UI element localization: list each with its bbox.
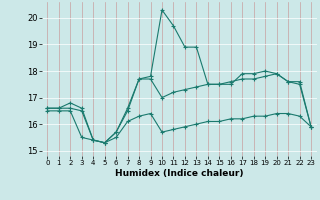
X-axis label: Humidex (Indice chaleur): Humidex (Indice chaleur)	[115, 169, 244, 178]
